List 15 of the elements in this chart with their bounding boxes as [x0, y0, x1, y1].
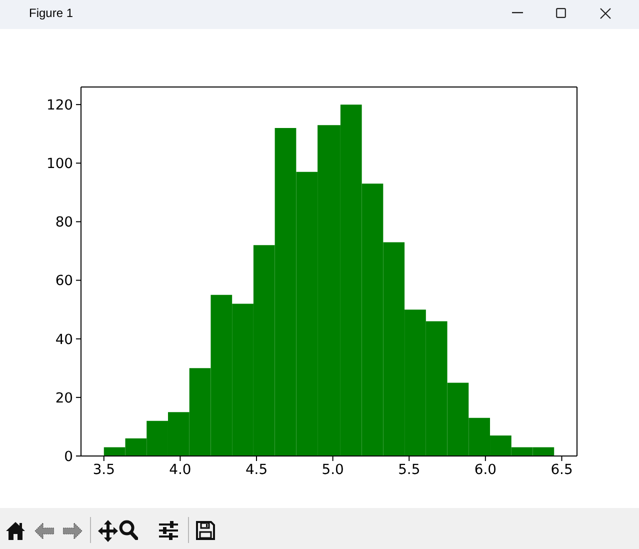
- y-tick-label: 120: [46, 98, 73, 114]
- y-tick-label: 60: [55, 273, 73, 290]
- y-tick-label: 80: [55, 214, 73, 231]
- caption: Figure 1: [29, 5, 74, 21]
- x-tick-label: 5.5: [398, 462, 420, 478]
- y-tick-label: 100: [46, 156, 73, 172]
- y-tick-label: 20: [55, 390, 73, 406]
- y-tick-label: 40: [55, 332, 73, 348]
- x-tick-label: 6.5: [550, 462, 573, 478]
- x-tick-label: 5.0: [322, 462, 344, 478]
- x-tick-label: 3.5: [92, 462, 115, 478]
- x-tick-label: 6.0: [474, 462, 496, 478]
- x-tick-label: 4.5: [245, 462, 268, 478]
- y-tick-label: 0: [64, 448, 73, 465]
- x-tick-label: 4.0: [169, 462, 192, 478]
